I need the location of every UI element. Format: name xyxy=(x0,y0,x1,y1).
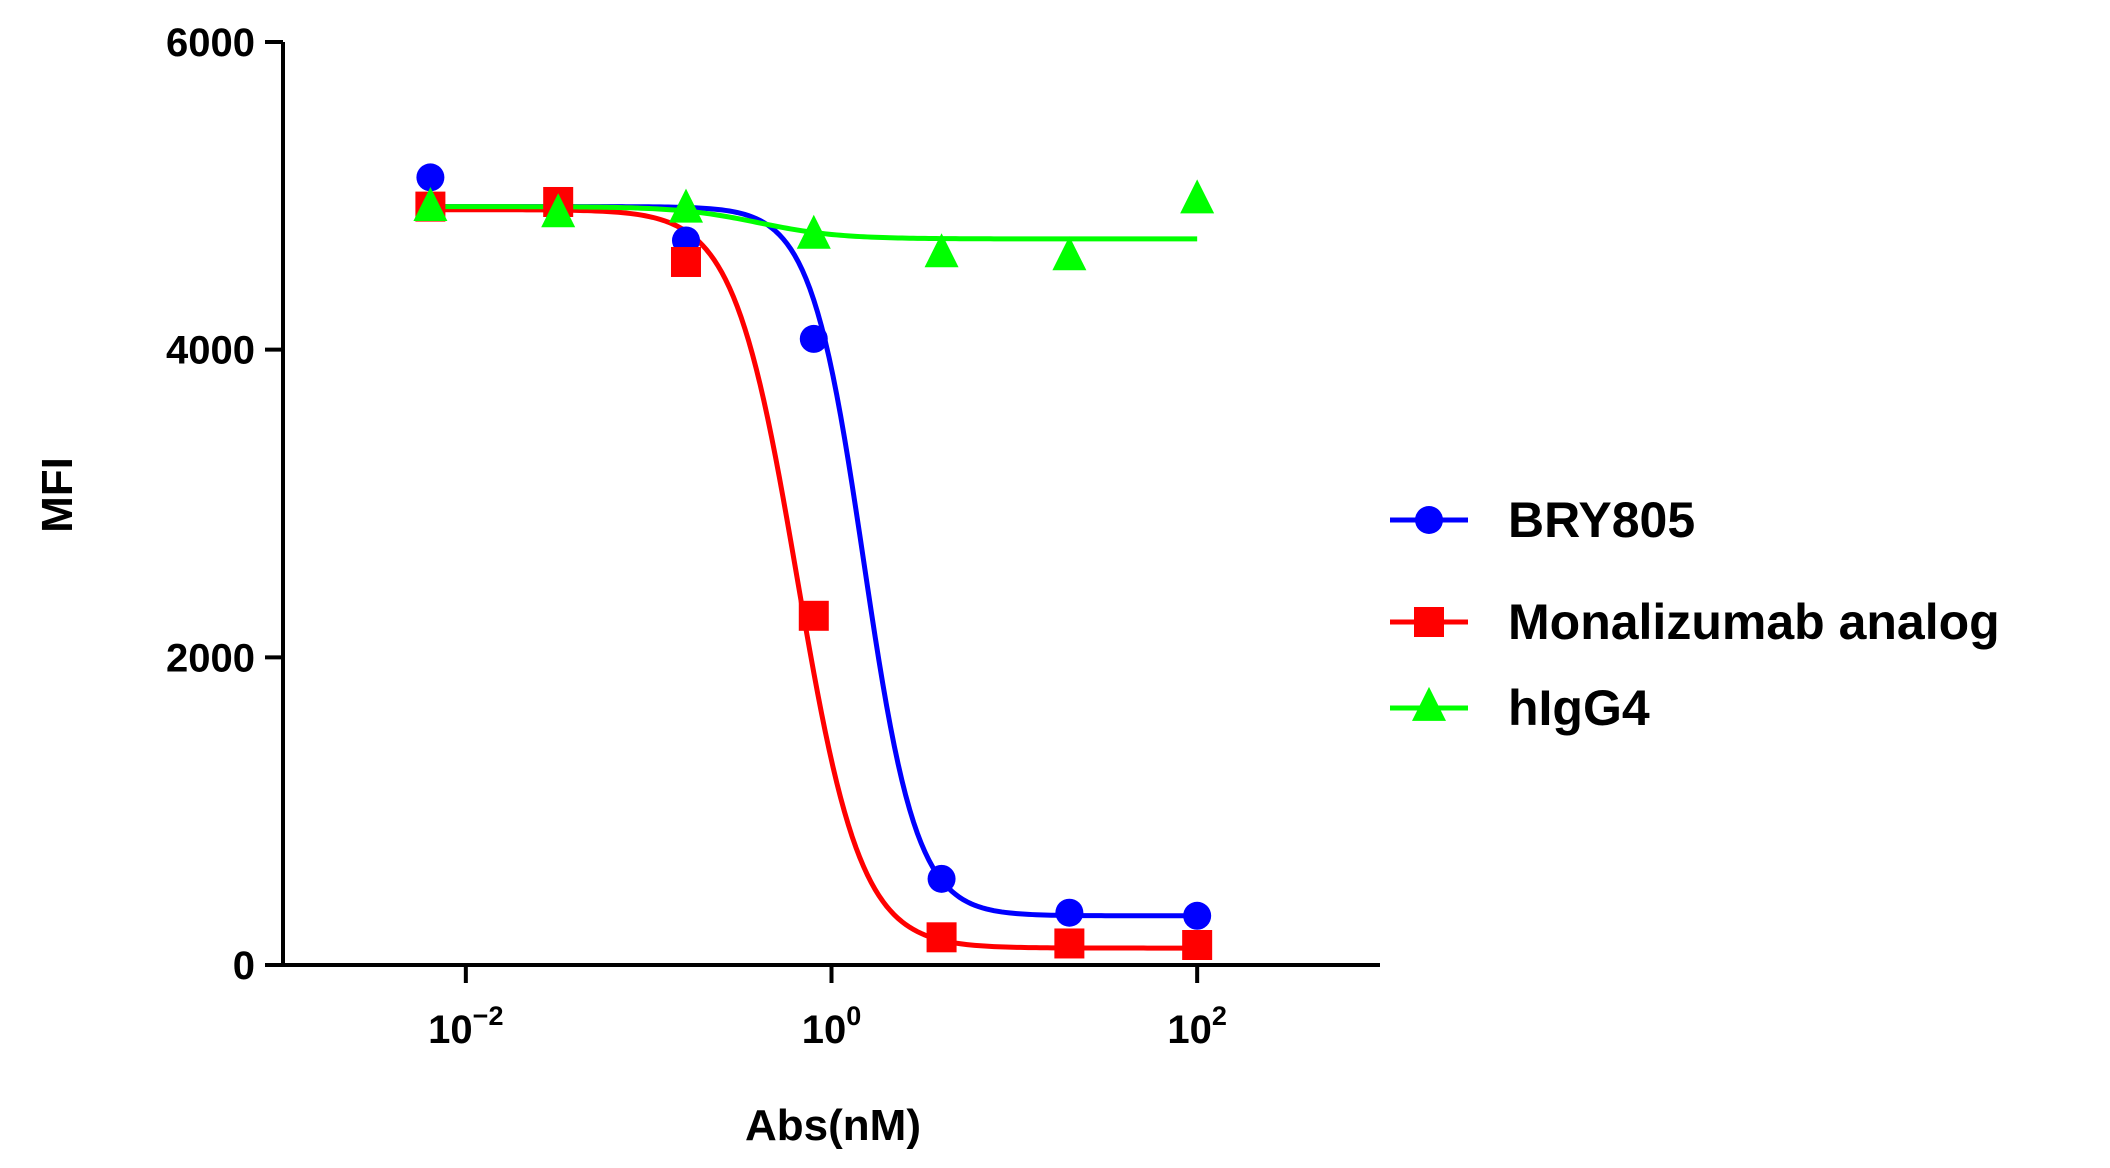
data-point-1 xyxy=(1054,928,1085,959)
legend-label-0: BRY805 xyxy=(1508,492,1695,548)
data-point-1 xyxy=(926,922,957,953)
data-point-0 xyxy=(927,864,956,893)
y-tick-label: 0 xyxy=(233,944,255,988)
data-point-0 xyxy=(416,163,445,192)
x-axis-title: Abs(nM) xyxy=(745,1101,921,1150)
y-tick-label: 4000 xyxy=(166,329,255,373)
legend-marker-0 xyxy=(1415,506,1443,534)
data-point-2 xyxy=(796,214,831,249)
data-point-0 xyxy=(1055,898,1084,927)
legend-marker-2 xyxy=(1412,686,1446,721)
legend-marker-1 xyxy=(1414,607,1444,637)
data-point-2 xyxy=(1180,179,1215,214)
y-tick-label: 2000 xyxy=(166,636,255,680)
fit-curve-1 xyxy=(430,207,1198,951)
y-tick-label: 6000 xyxy=(166,21,255,65)
data-point-2 xyxy=(668,188,703,223)
y-axis-title: MFI xyxy=(33,457,82,533)
data-points xyxy=(413,163,1215,961)
data-point-1 xyxy=(798,600,829,631)
data-point-2 xyxy=(541,193,576,228)
fit-curve-0 xyxy=(430,204,1198,919)
legend-label-1: Monalizumab analog xyxy=(1508,594,2000,650)
data-point-0 xyxy=(799,324,828,353)
legend: BRY805 Monalizumab analog hIgG4 xyxy=(1390,492,2000,736)
data-point-2 xyxy=(924,233,959,268)
x-tick-label: 100 xyxy=(802,1001,862,1052)
x-tick-label: 10−2 xyxy=(428,1001,503,1052)
data-point-0 xyxy=(1183,901,1212,930)
fit-curves xyxy=(430,204,1198,951)
legend-label-2: hIgG4 xyxy=(1508,680,1650,736)
axes: 0 2000 4000 6000 10−2 100 102 xyxy=(166,21,1380,1052)
data-point-2 xyxy=(413,187,448,222)
x-tick-label: 102 xyxy=(1167,1001,1227,1052)
data-point-1 xyxy=(670,246,701,277)
data-point-1 xyxy=(1182,930,1213,961)
data-point-2 xyxy=(1052,236,1087,271)
